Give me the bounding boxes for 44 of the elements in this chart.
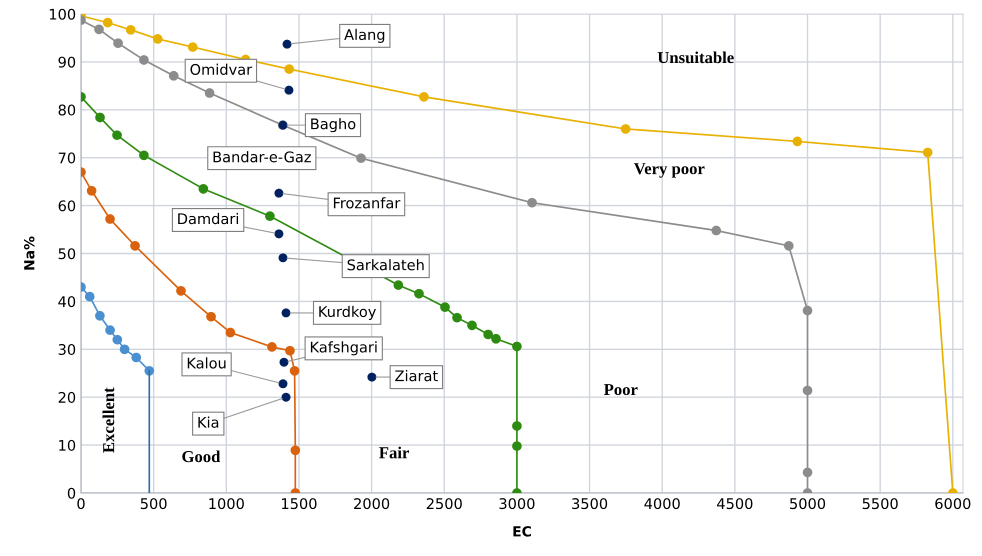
annotation: Poor [604, 384, 638, 396]
x-tick-label: 2000 [354, 498, 390, 510]
annotation: Good [182, 450, 220, 462]
data-label: Sarkalateh [348, 259, 424, 270]
y-tick-label: 70 [58, 152, 76, 164]
data-label: Ziarat [395, 370, 438, 382]
y-tick-label: 100 [50, 8, 76, 20]
y-tick-label: 50 [58, 248, 76, 260]
x-tick-label: 500 [140, 498, 167, 510]
x-tick-label: 1500 [282, 498, 317, 510]
y-tick-label: 10 [59, 440, 76, 451]
x-tick-label: 3000 [499, 498, 534, 510]
annotation: Unsuitable [658, 51, 734, 64]
x-tick-label: 1000 [209, 498, 244, 510]
data-label: Alang [344, 28, 384, 43]
y-tick-label: 30 [58, 344, 76, 356]
x-tick-label: 4500 [717, 498, 752, 510]
data-label: Bagho [311, 118, 356, 132]
annotation: Bandar-e-Gaz [214, 151, 311, 162]
data-label: Omidvar [190, 64, 252, 75]
y-tick-label: 0 [68, 488, 76, 499]
x-tick-label: 5500 [862, 498, 898, 510]
y-tick-label: 60 [58, 200, 76, 212]
annotation: Very poor [634, 163, 705, 178]
y-tick-label: 80 [58, 104, 76, 116]
data-label: Kafshgari [310, 341, 377, 356]
x-tick-label: 3500 [572, 498, 608, 510]
x-tick-label: 2500 [426, 498, 462, 510]
data-label: Damdari [178, 212, 238, 224]
data-label: Frozanfar [334, 197, 400, 208]
annotation: Excellent [102, 387, 114, 453]
data-label: Kia [198, 416, 218, 428]
y-tick-label: 40 [58, 296, 76, 308]
data-label: Kurdkoy [319, 306, 376, 320]
x-axis-title: EC [513, 526, 531, 537]
x-tick-label: 6000 [935, 498, 970, 510]
x-tick-label: 5000 [790, 498, 826, 510]
y-tick-label: 20 [58, 392, 76, 403]
y-tick-label: 90 [58, 56, 76, 68]
annotation: Fair [379, 446, 410, 458]
x-tick-label: 0 [77, 498, 85, 510]
y-axis-title: Na% [24, 236, 34, 270]
data-label: Kalou [188, 357, 226, 369]
x-tick-label: 4000 [644, 498, 680, 510]
